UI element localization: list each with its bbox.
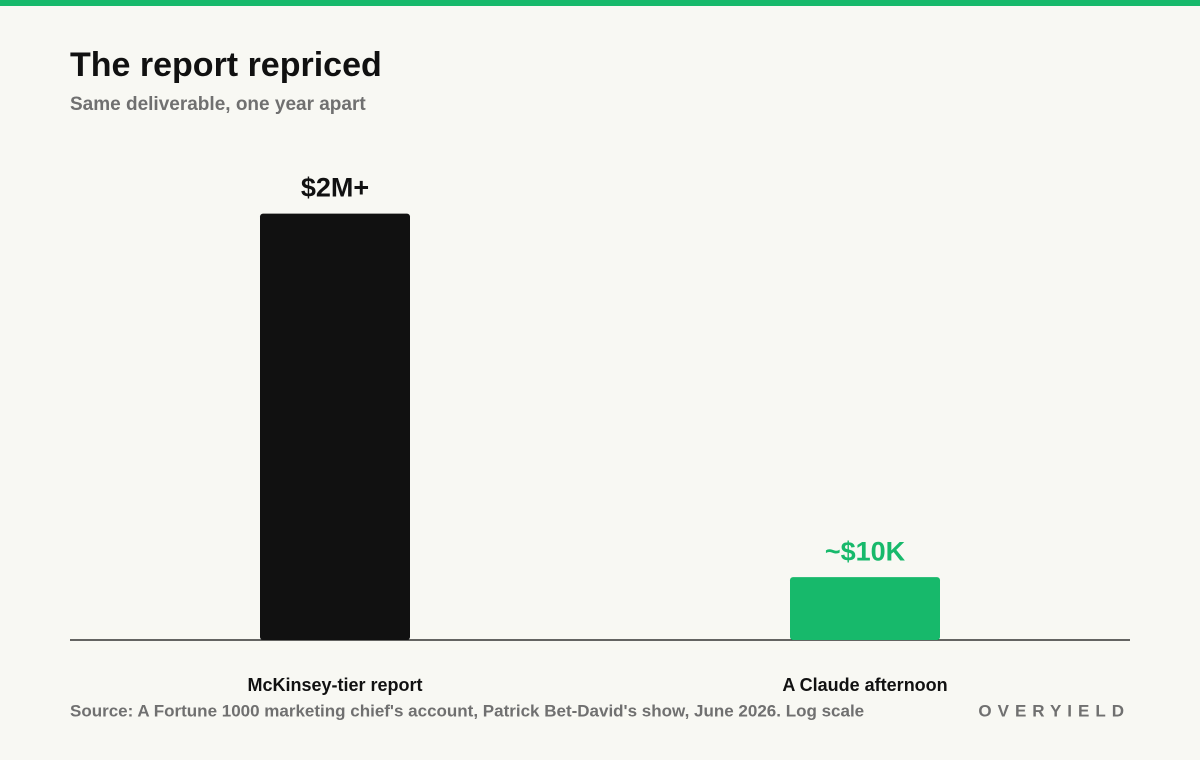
x-tick-label: McKinsey-tier report: [247, 675, 422, 695]
x-tick-label: A Claude afternoon: [782, 675, 947, 695]
top-stripe: [0, 0, 1200, 6]
chart-subtitle: Same deliverable, one year apart: [70, 94, 366, 115]
bar: [260, 213, 410, 640]
source-note: Source: A Fortune 1000 marketing chief's…: [70, 701, 864, 720]
brand: OVERYIELD: [978, 701, 1130, 720]
value-label: ~$10K: [825, 536, 906, 566]
value-label: $2M+: [301, 173, 369, 203]
chart-title: The report repriced: [70, 46, 382, 84]
bar: [790, 577, 940, 640]
